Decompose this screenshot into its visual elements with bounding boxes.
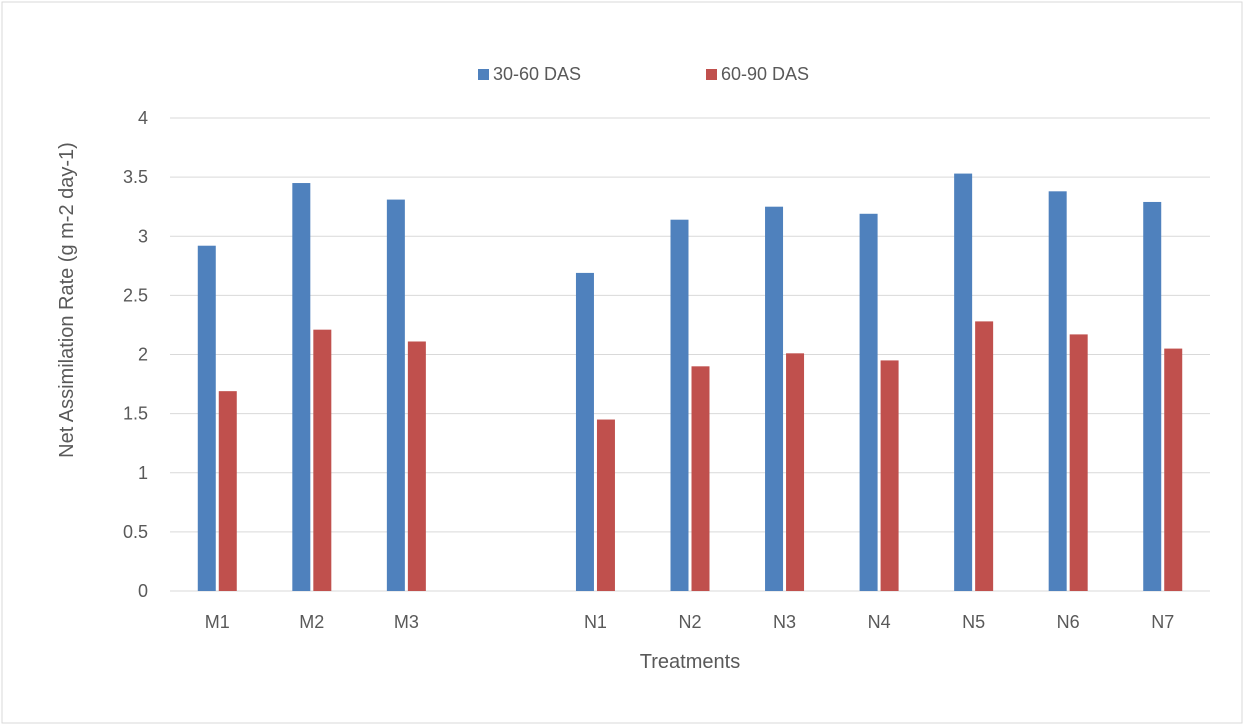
x-tick-label: N7 — [1151, 612, 1174, 632]
bar — [670, 219, 689, 591]
bar — [407, 341, 426, 591]
bar — [1069, 334, 1088, 591]
legend-swatch — [478, 69, 489, 80]
legend-label: 60-90 DAS — [721, 64, 809, 84]
bar — [596, 419, 615, 591]
x-tick-label: N1 — [584, 612, 607, 632]
y-tick-label: 3.5 — [123, 167, 148, 187]
legend: 30-60 DAS 60-90 DAS — [478, 64, 809, 84]
bar — [1164, 348, 1183, 591]
x-tick-label: N4 — [868, 612, 891, 632]
bar — [218, 391, 237, 591]
bar — [1143, 201, 1162, 591]
y-tick-label: 4 — [138, 108, 148, 128]
bar — [313, 329, 332, 591]
bar — [691, 366, 710, 591]
y-tick-label: 3 — [138, 226, 148, 246]
y-tick-label: 0.5 — [123, 522, 148, 542]
x-tick-label: N6 — [1057, 612, 1080, 632]
bar — [197, 245, 216, 591]
legend-label: 30-60 DAS — [493, 64, 581, 84]
x-axis-title: Treatments — [640, 651, 740, 673]
y-tick-label: 0 — [138, 581, 148, 601]
y-tick-label: 2.5 — [123, 285, 148, 305]
bar — [975, 321, 994, 591]
gridlines — [170, 117, 1210, 592]
bar — [786, 353, 805, 591]
x-tick-label: M3 — [394, 612, 419, 632]
y-tick-label: 1.5 — [123, 404, 148, 424]
x-tick-label: N5 — [962, 612, 985, 632]
x-tick-label: M1 — [205, 612, 230, 632]
x-tick-label: N2 — [678, 612, 701, 632]
y-axis-title: Net Assimilation Rate (g m-2 day-1) — [56, 142, 78, 458]
bar — [880, 360, 899, 591]
legend-swatch — [706, 69, 717, 80]
y-axis-ticks: 0 0.5 1 1.5 2 2.5 3 3.5 4 — [123, 108, 148, 601]
x-tick-label: N3 — [773, 612, 796, 632]
bar — [859, 213, 878, 591]
y-tick-label: 1 — [138, 463, 148, 483]
bar — [386, 199, 405, 591]
bar-group — [197, 173, 1183, 591]
bar — [575, 272, 594, 591]
bar — [765, 206, 784, 591]
x-axis-ticks: M1 M2 M3 N1 N2 N3 N4 N5 N6 N7 — [205, 612, 1174, 632]
bar — [1048, 191, 1067, 591]
bar — [292, 183, 311, 591]
bar — [954, 173, 973, 591]
x-tick-label: M2 — [299, 612, 324, 632]
y-tick-label: 2 — [138, 345, 148, 365]
